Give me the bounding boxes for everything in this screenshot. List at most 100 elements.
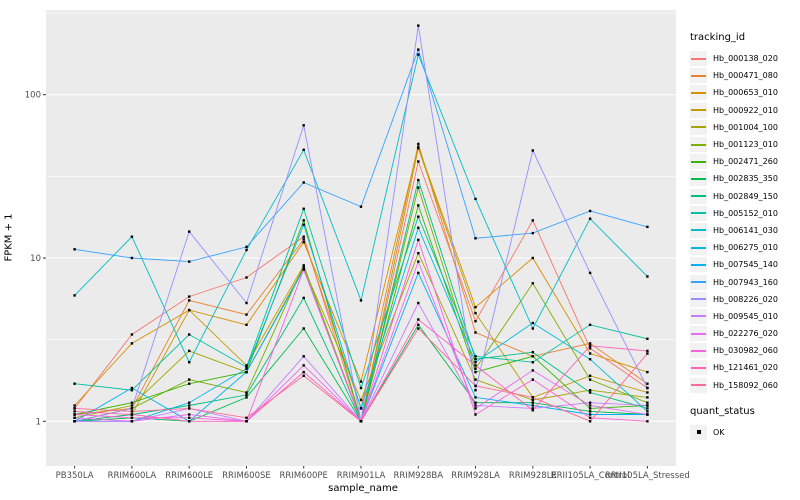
- data-point: [531, 401, 534, 404]
- data-point: [646, 413, 649, 416]
- data-point: [359, 205, 363, 208]
- data-point: [73, 382, 76, 385]
- legend-key: [690, 119, 707, 135]
- legend-swatch-line: [691, 109, 706, 112]
- data-point: [302, 370, 305, 374]
- data-point: [474, 320, 477, 323]
- data-point: [245, 396, 248, 399]
- legend-item-Hb_000653_010: Hb_000653_010: [690, 84, 778, 101]
- data-point: [531, 396, 534, 399]
- data-point: [359, 407, 363, 410]
- data-point: [588, 420, 592, 423]
- data-point: [359, 386, 363, 390]
- data-point: [302, 148, 305, 151]
- y-tick-label: 10: [30, 254, 41, 264]
- data-point: [588, 352, 592, 355]
- data-point: [474, 407, 477, 410]
- data-point: [417, 178, 420, 182]
- data-point: [130, 333, 134, 336]
- data-point: [417, 204, 420, 207]
- legend-key: [690, 291, 707, 307]
- data-point: [474, 404, 477, 407]
- data-points-Hb_007943_160: [73, 48, 649, 263]
- data-point: [646, 401, 649, 404]
- x-tick-label: RRII105LA_Control: [551, 471, 630, 481]
- legend-items-list: Hb_000138_020 Hb_000471_080 Hb_000653_010 H…: [690, 50, 778, 394]
- data-point: [474, 413, 477, 416]
- data-point: [188, 407, 191, 410]
- legend-item-label: Hb_002471_260: [713, 157, 778, 167]
- data-point: [646, 382, 649, 385]
- data-point: [302, 266, 305, 270]
- data-point: [646, 420, 649, 423]
- legend-key: [690, 240, 707, 256]
- data-point: [474, 306, 477, 309]
- legend-swatch-line: [691, 263, 706, 266]
- legend-key: [690, 171, 707, 187]
- data-point: [130, 235, 134, 238]
- x-tick-label: RRIM600LA: [108, 471, 157, 481]
- data-point: [245, 370, 248, 374]
- data-point: [417, 147, 420, 150]
- x-tick-label: PB350LA: [56, 471, 94, 481]
- legend-item-label: Hb_005152_010: [713, 208, 778, 218]
- data-point: [646, 407, 649, 410]
- data-point: [588, 209, 592, 213]
- legend-swatch-line: [691, 229, 706, 232]
- legend-swatch-line: [691, 57, 706, 60]
- legend-item-Hb_000922_010: Hb_000922_010: [690, 102, 778, 119]
- data-point: [417, 186, 420, 189]
- legend-key: [690, 308, 707, 324]
- data-point: [130, 407, 134, 410]
- ok-point-icon: [696, 430, 701, 435]
- legend-item-label: Hb_022276_020: [713, 329, 778, 339]
- data-point: [588, 358, 592, 361]
- data-point: [302, 219, 305, 222]
- data-point: [188, 333, 191, 336]
- legend-item-Hb_000138_020: Hb_000138_020: [690, 50, 778, 67]
- data-point: [417, 238, 420, 242]
- data-point: [588, 342, 592, 345]
- quant-ok-item: OK: [690, 424, 778, 441]
- data-point: [588, 217, 592, 220]
- data-point: [302, 238, 305, 241]
- data-point: [474, 361, 477, 364]
- legend-item-Hb_009545_010: Hb_009545_010: [690, 308, 778, 325]
- data-point: [188, 260, 191, 263]
- legend-item-label: Hb_007545_140: [713, 260, 778, 270]
- quant-ok-key: [690, 424, 707, 440]
- data-point: [188, 401, 191, 404]
- data-point: [359, 380, 363, 383]
- data-point: [73, 410, 76, 413]
- data-point: [245, 323, 248, 326]
- data-point: [646, 396, 649, 399]
- data-point: [188, 404, 191, 407]
- legend-item-Hb_007943_160: Hb_007943_160: [690, 273, 778, 290]
- data-point: [474, 355, 477, 358]
- data-point: [417, 252, 420, 255]
- data-point: [531, 219, 534, 222]
- data-point: [474, 367, 477, 370]
- data-point: [588, 344, 592, 347]
- legend-swatch-line: [691, 143, 706, 146]
- data-point: [588, 413, 592, 416]
- plot-panel: [46, 10, 676, 466]
- legend-key: [690, 137, 707, 153]
- data-point: [245, 301, 248, 305]
- legend-swatch-line: [691, 74, 706, 77]
- data-point: [646, 352, 649, 355]
- legend-item-label: Hb_002849_150: [713, 191, 778, 201]
- data-point: [646, 391, 649, 394]
- data-point: [417, 260, 420, 263]
- data-point: [245, 313, 248, 316]
- data-points-Hb_005152_010: [73, 207, 649, 392]
- data-point: [474, 331, 477, 334]
- legend-item-Hb_006275_010: Hb_006275_010: [690, 239, 778, 256]
- data-point: [646, 337, 649, 340]
- legend-swatch-line: [691, 212, 706, 215]
- data-point: [588, 407, 592, 410]
- data-point: [588, 271, 592, 275]
- data-point: [588, 389, 592, 392]
- legend-item-label: Hb_030982_060: [713, 346, 778, 356]
